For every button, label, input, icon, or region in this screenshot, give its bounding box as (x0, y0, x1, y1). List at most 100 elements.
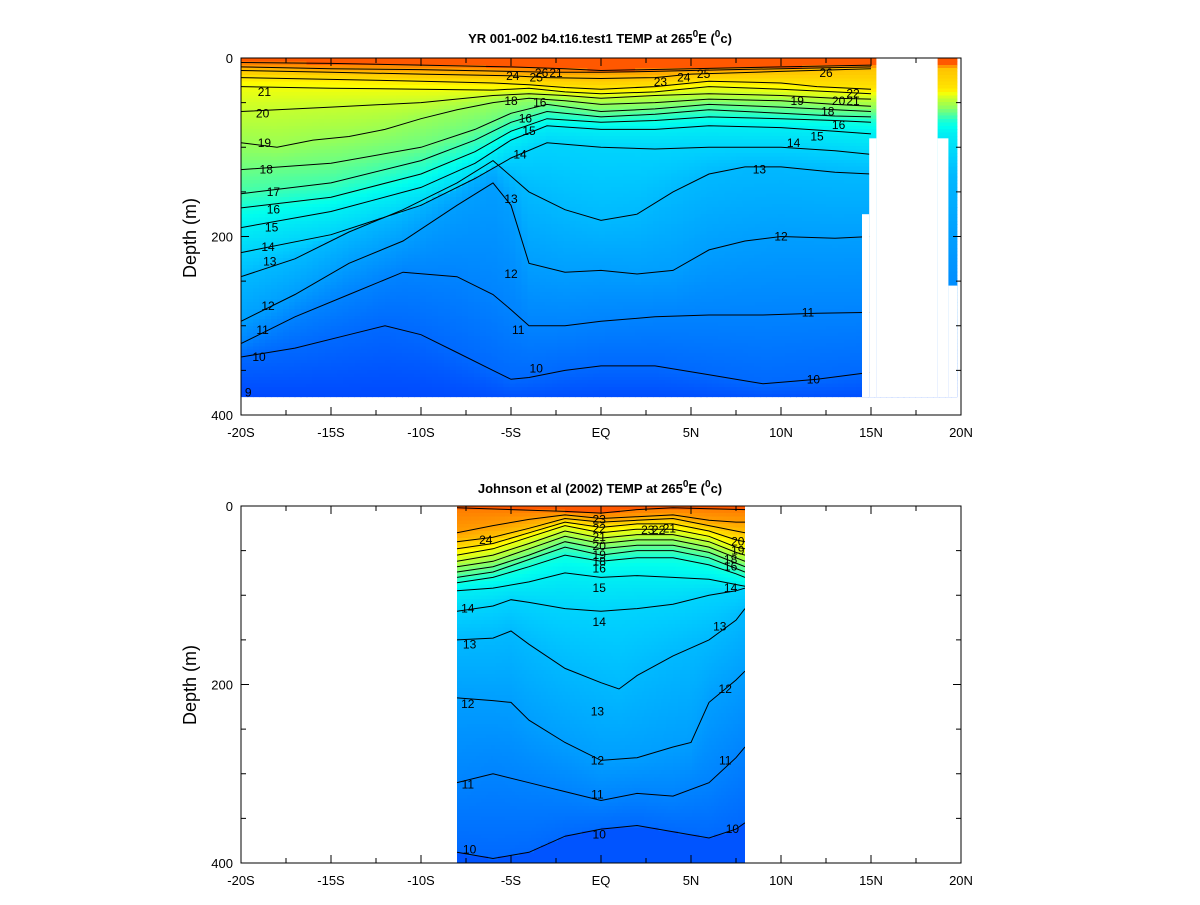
temperature-cell (521, 203, 529, 208)
temperature-cell (252, 227, 260, 232)
temperature-cell (330, 227, 338, 232)
temperature-cell (312, 390, 320, 395)
temperature-cell (241, 105, 248, 110)
temperature-cell (270, 288, 278, 293)
temperature-cell (455, 91, 463, 96)
temperature-cell (408, 359, 415, 364)
temperature-cell (270, 64, 278, 69)
temperature-cell (288, 261, 296, 266)
temperature-cell (348, 237, 356, 242)
temperature-cell (408, 156, 415, 161)
temperature-cell (366, 180, 373, 185)
temperature-cell (282, 373, 290, 378)
temperature-cell (378, 91, 385, 96)
temperature-cell (264, 346, 272, 351)
temperature-cell (312, 207, 320, 212)
temperature-cell (294, 305, 302, 310)
temperature-cell (449, 359, 457, 364)
temperature-cell (252, 295, 260, 300)
temperature-cell (276, 281, 284, 286)
temperature-cell (336, 74, 344, 79)
temperature-cell (241, 390, 248, 395)
temperature-cell (324, 292, 332, 296)
temperature-cell (503, 383, 511, 388)
temperature-cell (348, 115, 356, 120)
temperature-cell (348, 359, 356, 364)
temperature-cell (288, 380, 296, 385)
temperature-cell (366, 112, 373, 117)
temperature-cell (312, 329, 320, 334)
temperature-cell (282, 275, 290, 280)
temperature-cell (527, 393, 535, 398)
temperature-cell (264, 122, 272, 127)
temperature-cell (258, 122, 266, 127)
temperature-cell (312, 254, 320, 259)
temperature-cell (270, 132, 278, 137)
temperature-cell (294, 386, 302, 391)
temperature-cell (312, 227, 320, 232)
temperature-cell (288, 237, 296, 242)
temperature-cell (485, 247, 493, 252)
temperature-cell (282, 386, 290, 391)
temperature-cell (348, 251, 356, 256)
temperature-cell (241, 61, 248, 66)
temperature-cell (282, 95, 290, 100)
temperature-cell (276, 180, 284, 185)
temperature-cell (336, 78, 344, 83)
temperature-cell (318, 292, 326, 296)
temperature-cell (330, 68, 338, 73)
temperature-cell (241, 74, 248, 79)
temperature-cell (300, 115, 308, 120)
temperature-cell (342, 176, 350, 181)
temperature-cell (294, 319, 302, 324)
temperature-cell (264, 149, 272, 154)
temperature-cell (258, 312, 266, 317)
temperature-cell (330, 295, 338, 300)
temperature-cell (330, 64, 338, 69)
temperature-cell (282, 108, 290, 113)
temperature-cell (300, 322, 308, 327)
temperature-cell (348, 200, 356, 205)
temperature-cell (294, 237, 302, 242)
temperature-cell (336, 298, 344, 303)
temperature-cell (246, 241, 254, 246)
temperature-cell (467, 227, 475, 232)
temperature-cell (306, 241, 314, 246)
temperature-cell (342, 292, 350, 296)
temperature-cell (282, 366, 290, 371)
temperature-cell (276, 278, 284, 283)
temperature-cell (258, 214, 266, 218)
temperature-cell (312, 180, 320, 185)
temperature-cell (288, 217, 296, 222)
temperature-cell (294, 186, 302, 191)
temperature-cell (330, 254, 338, 259)
temperature-cell (414, 383, 421, 388)
temperature-cell (264, 227, 272, 232)
temperature-cell (336, 363, 344, 368)
temperature-cell (288, 390, 296, 395)
temperature-cell (300, 142, 308, 147)
temperature-cell (390, 315, 397, 320)
temperature-cell (306, 359, 314, 364)
temperature-cell (330, 105, 338, 110)
temperature-cell (438, 180, 445, 185)
temperature-cell (264, 61, 272, 66)
temperature-cell (270, 315, 278, 320)
temperature-cell (336, 227, 344, 232)
temperature-cell (288, 373, 296, 378)
temperature-cell (306, 383, 314, 388)
temperature-cell (288, 146, 296, 151)
temperature-cell (342, 139, 350, 144)
temperature-cell (294, 376, 302, 381)
temperature-cell (270, 241, 278, 246)
temperature-cell (336, 142, 344, 147)
temperature-cell (288, 122, 296, 127)
temperature-cell (330, 119, 338, 124)
temperature-cell (312, 268, 320, 273)
temperature-cell (288, 159, 296, 164)
temperature-cell (288, 190, 296, 195)
temperature-cell (300, 64, 308, 69)
temperature-cell (330, 322, 338, 327)
temperature-cell (324, 217, 332, 222)
